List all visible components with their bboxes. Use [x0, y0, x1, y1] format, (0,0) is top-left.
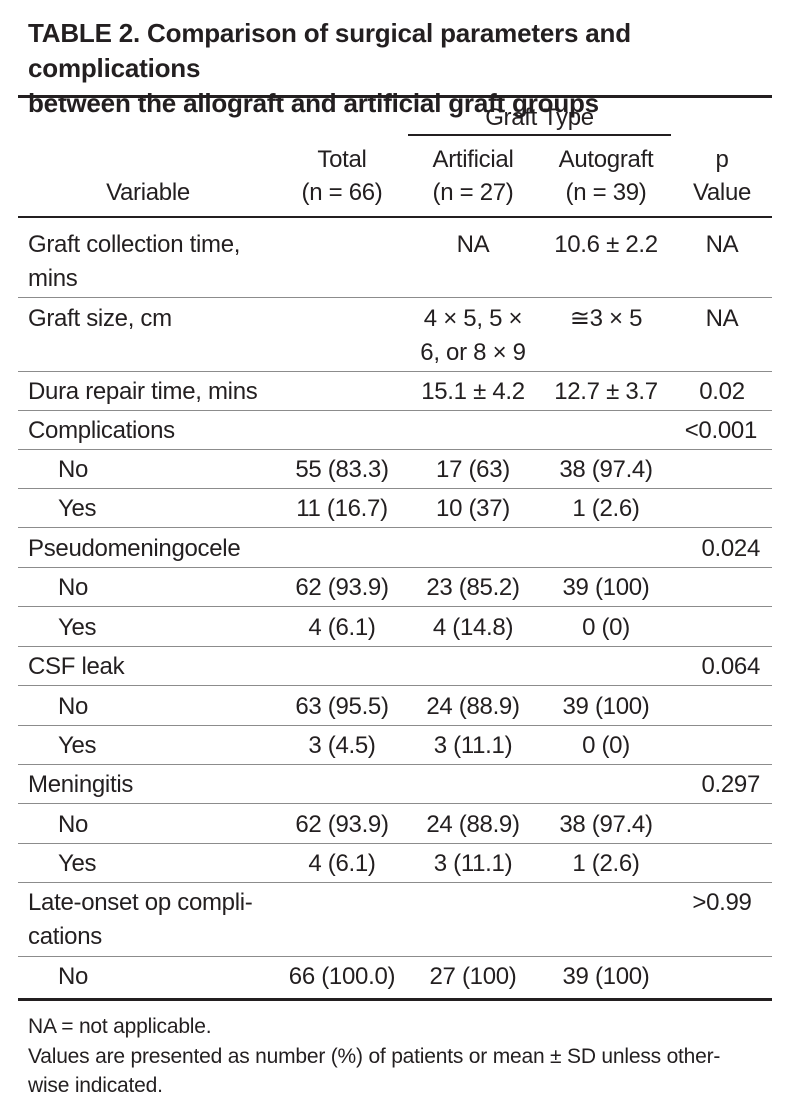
cell-total: 63 (95.5): [295, 693, 389, 720]
cell-p: NA: [705, 305, 739, 332]
cell-artificial: 4 × 5, 5 ×: [423, 305, 523, 332]
cell-p: >0.99: [692, 889, 752, 916]
row-divider: [18, 764, 772, 765]
table-title: TABLE 2. Comparison of surgical paramete…: [28, 16, 788, 121]
row-divider: [18, 488, 772, 489]
row-label: No: [58, 811, 89, 838]
header-p: p: [715, 146, 729, 173]
top-rule: [18, 95, 772, 98]
row-label: No: [58, 963, 89, 990]
row-divider: [18, 725, 772, 726]
header-graft-type: Graft Type: [485, 104, 594, 131]
cell-total: 55 (83.3): [295, 456, 389, 483]
cell-autograft: 1 (2.6): [572, 495, 640, 522]
cell-artificial: 10 (37): [436, 495, 510, 522]
cell-artificial: 24 (88.9): [426, 811, 520, 838]
cell-artificial: 4 (14.8): [432, 614, 514, 641]
cell-total: 4 (6.1): [308, 614, 376, 641]
cell-artificial: 23 (85.2): [426, 574, 520, 601]
cell-total: 3 (4.5): [308, 732, 376, 759]
footnote-values: Values are presented as number (%) of pa…: [28, 1045, 721, 1068]
cell-autograft: 38 (97.4): [559, 456, 653, 483]
cell-total: 66 (100.0): [288, 963, 396, 990]
cell-artificial: 15.1 ± 4.2: [421, 378, 525, 405]
row-divider: [18, 297, 772, 298]
cell-autograft: 39 (100): [562, 963, 650, 990]
row-divider: [18, 843, 772, 844]
cell-p: <0.001: [684, 417, 758, 444]
row-label: Pseudomeningocele: [28, 535, 241, 562]
cell-artificial: 24 (88.9): [426, 693, 520, 720]
row-divider: [18, 449, 772, 450]
header-variable: Variable: [106, 179, 190, 206]
row-divider: [18, 882, 772, 883]
row-label: Complications: [28, 417, 175, 444]
cell-artificial: 3 (11.1): [433, 732, 513, 759]
cell-autograft: 38 (97.4): [559, 811, 653, 838]
row-divider: [18, 371, 772, 372]
cell-total: 4 (6.1): [308, 850, 376, 877]
cell-total: 11 (16.7): [296, 495, 388, 522]
row-divider: [18, 606, 772, 607]
cell-p: NA: [705, 231, 739, 258]
title-line-2: between the allograft and artificial gra…: [28, 88, 599, 118]
row-label: Yes: [58, 732, 97, 759]
cell-p: 0.02: [699, 378, 745, 405]
row-divider: [18, 567, 772, 568]
row-label-cont: cations: [28, 923, 102, 950]
header-total-n: (n = 66): [301, 179, 383, 206]
cell-artificial-cont: 6, or 8 × 9: [420, 339, 526, 366]
header-artificial: Artificial: [432, 146, 514, 173]
cell-autograft: 39 (100): [562, 574, 650, 601]
header-autograft-n: (n = 39): [565, 179, 647, 206]
row-label: No: [58, 456, 89, 483]
row-divider: [18, 685, 772, 686]
row-label: Yes: [58, 495, 97, 522]
cell-autograft: 0 (0): [582, 732, 630, 759]
header-artificial-n: (n = 27): [432, 179, 514, 206]
cell-p: 0.024: [701, 535, 760, 562]
cell-autograft: 39 (100): [562, 693, 650, 720]
cell-autograft: 0 (0): [582, 614, 630, 641]
row-label-cont: mins: [28, 265, 78, 292]
row-label: Meningitis: [28, 771, 134, 798]
row-label: Late-onset op compli-: [28, 889, 253, 916]
graft-type-rule: [408, 134, 671, 136]
cell-autograft: 10.6 ± 2.2: [554, 231, 658, 258]
row-divider: [18, 803, 772, 804]
cell-artificial: 27 (100): [429, 963, 517, 990]
row-label: Dura repair time, mins: [28, 378, 258, 405]
cell-autograft: ≅3 × 5: [569, 305, 643, 332]
row-divider: [18, 527, 772, 528]
row-divider: [18, 410, 772, 411]
header-autograft: Autograft: [558, 146, 654, 173]
row-divider: [18, 646, 772, 647]
title-line-1: TABLE 2. Comparison of surgical paramete…: [28, 18, 631, 83]
cell-artificial: 17 (63): [436, 456, 510, 483]
cell-artificial: 3 (11.1): [433, 850, 513, 877]
cell-total: 62 (93.9): [295, 811, 389, 838]
row-label: Graft size, cm: [28, 305, 172, 332]
row-divider: [18, 956, 772, 957]
cell-p: 0.064: [701, 653, 760, 680]
row-label: CSF leak: [28, 653, 125, 680]
row-label: No: [58, 574, 89, 601]
row-label: Graft collection time,: [28, 231, 241, 258]
footnote-abbreviation: NA = not applicable.: [28, 1015, 212, 1038]
cell-autograft: 1 (2.6): [572, 850, 640, 877]
header-total: Total: [317, 146, 367, 173]
row-label: Yes: [58, 850, 97, 877]
row-label: Yes: [58, 614, 97, 641]
footnote-values-cont: wise indicated.: [28, 1074, 163, 1097]
cell-artificial: NA: [456, 231, 490, 258]
cell-autograft: 12.7 ± 3.7: [554, 378, 658, 405]
cell-total: 62 (93.9): [295, 574, 389, 601]
bottom-rule: [18, 998, 772, 1001]
header-value: Value: [692, 179, 752, 206]
cell-p: 0.297: [701, 771, 760, 798]
row-label: No: [58, 693, 89, 720]
header-rule: [18, 216, 772, 218]
